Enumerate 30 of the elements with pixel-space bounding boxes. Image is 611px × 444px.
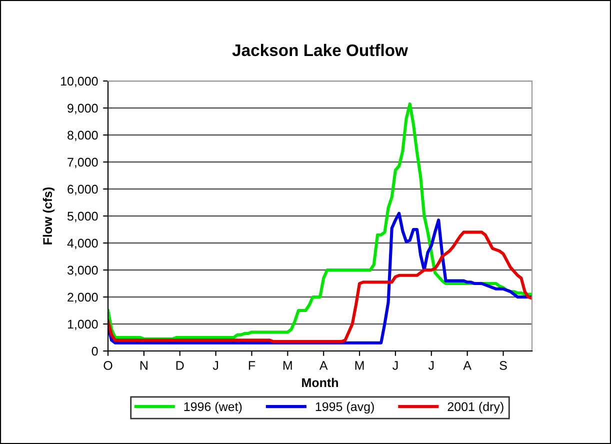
legend-label: 1996 (wet)	[184, 402, 242, 414]
legend-label: 1995 (avg)	[316, 402, 374, 414]
x-tick-label: O	[104, 361, 112, 370]
y-axis-title: Flow (cfs)	[42, 187, 54, 244]
x-tick-label: J	[428, 361, 434, 370]
x-tick-label: M	[355, 361, 364, 370]
x-tick-label: A	[463, 361, 472, 370]
x-axis-title: Month	[302, 378, 338, 388]
x-tick-label: J	[392, 361, 398, 370]
x-tick-label: J	[212, 361, 218, 370]
y-tick-label: 0	[92, 346, 98, 356]
y-tick-label: 10,000	[61, 76, 98, 88]
y-tick-label: 6,000	[68, 184, 98, 196]
x-tick-label: A	[319, 361, 328, 370]
y-tick-label: 4,000	[67, 238, 98, 250]
x-tick-label: M	[283, 361, 292, 370]
x-tick-label: N	[140, 361, 148, 370]
y-tick-label: 7,000	[68, 158, 98, 168]
y-tick-label: 5,000	[68, 212, 98, 222]
y-tick-label: 8,000	[68, 130, 98, 142]
y-tick-label: 3,000	[67, 266, 98, 276]
x-tick-label: D	[176, 361, 184, 370]
x-tick-label: S	[500, 361, 507, 370]
y-tick-label: 1,000	[68, 320, 98, 330]
legend-label: 2001 (dry)	[448, 402, 504, 414]
y-tick-label: 2,000	[68, 292, 98, 304]
y-tick-label: 9,000	[68, 104, 98, 114]
line-series	[108, 230, 532, 344]
x-tick-label: F	[248, 361, 256, 370]
chart-title: Jackson Lake Outflow	[232, 44, 408, 56]
